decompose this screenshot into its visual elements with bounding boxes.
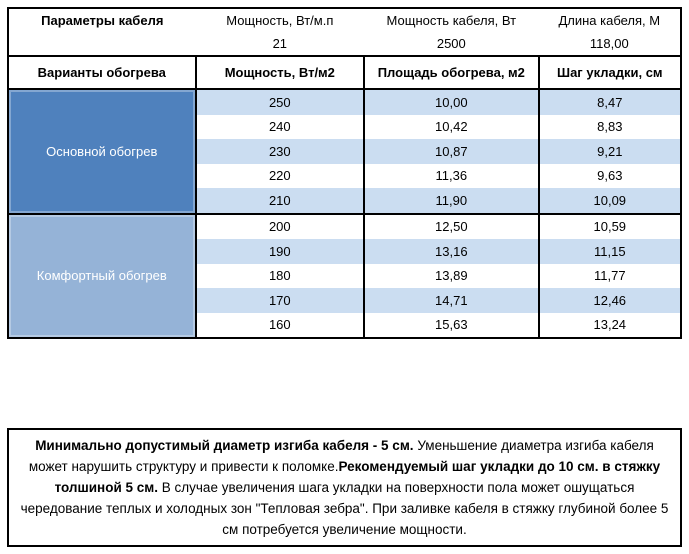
table-row: Комфортный обогрев 200 12,50 10,59 bbox=[7, 212, 683, 338]
table-row: 230 10,87 9,21 bbox=[8, 139, 683, 164]
data-cell: 9,63 bbox=[537, 163, 683, 188]
heating-header-cell: Площадь обогрева, м2 bbox=[363, 55, 540, 90]
data-cell: 190 bbox=[194, 239, 366, 264]
params-header-row: Параметры кабеля Мощность, Вт/м.п Мощнос… bbox=[8, 8, 681, 32]
data-cell: 210 bbox=[194, 188, 366, 214]
data-cell: 9,21 bbox=[537, 139, 683, 164]
data-cell: 13,89 bbox=[363, 263, 540, 288]
data-cell: 250 bbox=[194, 89, 366, 115]
heating-header-cell: Варианты обогрева bbox=[7, 55, 197, 90]
params-header-cell: Мощность кабеля, Вт bbox=[386, 13, 517, 28]
group-label-comfort-heating: Комфортный обогрев bbox=[7, 212, 197, 338]
table-row: 160 15,63 13,24 bbox=[8, 312, 683, 338]
cable-table: Параметры кабеля Мощность, Вт/м.п Мощнос… bbox=[7, 7, 683, 339]
data-cell: 240 bbox=[194, 114, 366, 139]
note-segment: Рекомендуемый шаг укладки до 10 см. в ст… bbox=[54, 459, 661, 495]
params-value-cell: 118,00 bbox=[589, 36, 629, 51]
data-cell: 10,42 bbox=[363, 114, 540, 139]
data-cell: 11,90 bbox=[363, 188, 540, 214]
data-cell: 13,16 bbox=[363, 239, 540, 264]
data-cell: 230 bbox=[194, 139, 366, 164]
note-box: Минимально допустимый диаметр изгиба каб… bbox=[7, 428, 682, 547]
note-segment: В случае увеличения шага укладки на пове… bbox=[20, 480, 669, 537]
group-label-main-heating: Основной обогрев bbox=[7, 89, 197, 214]
data-cell: 8,47 bbox=[537, 89, 683, 115]
params-value-row: 21 2500 118,00 bbox=[8, 32, 681, 56]
data-cell: 8,83 bbox=[537, 114, 683, 139]
heating-header-cell: Шаг укладки, см bbox=[537, 55, 683, 90]
data-cell: 170 bbox=[194, 288, 366, 313]
data-cell: 11,15 bbox=[537, 239, 683, 264]
params-value-cell: 2500 bbox=[436, 36, 466, 51]
params-value-cell: 21 bbox=[272, 36, 288, 51]
table-row: 210 11,90 10,09 bbox=[8, 188, 683, 214]
data-cell: 200 bbox=[194, 212, 366, 239]
data-cell: 11,36 bbox=[363, 163, 540, 188]
data-cell: 13,24 bbox=[537, 312, 683, 338]
data-cell: 14,71 bbox=[363, 288, 540, 313]
table-row: 190 13,16 11,15 bbox=[8, 239, 683, 264]
data-cell: 15,63 bbox=[363, 312, 540, 338]
table-row: 240 10,42 8,83 bbox=[8, 114, 683, 139]
data-cell: 10,00 bbox=[363, 89, 540, 115]
data-cell: 12,50 bbox=[363, 212, 540, 239]
params-header-cell: Длина кабеля, М bbox=[558, 13, 661, 28]
note-segment: Уменьшение диаметра изгиба кабеля может … bbox=[28, 438, 654, 474]
heating-header-cell: Мощность, Вт/м2 bbox=[194, 55, 366, 90]
heating-header-row: Варианты обогрева Мощность, Вт/м2 Площад… bbox=[7, 55, 683, 90]
table-row: 180 13,89 11,77 bbox=[8, 263, 683, 288]
table-row: 170 14,71 12,46 bbox=[8, 288, 683, 313]
params-header-cell: Мощность, Вт/м.п bbox=[226, 13, 334, 28]
data-cell: 10,59 bbox=[537, 212, 683, 239]
params-value-cell bbox=[8, 32, 196, 56]
data-cell: 10,09 bbox=[537, 188, 683, 214]
data-cell: 220 bbox=[194, 163, 366, 188]
table-row: 220 11,36 9,63 bbox=[8, 163, 683, 188]
data-cell: 180 bbox=[194, 263, 366, 288]
data-cell: 160 bbox=[194, 312, 366, 338]
data-cell: 12,46 bbox=[537, 288, 683, 313]
note-segment: Минимально допустимый диаметр изгиба каб… bbox=[35, 438, 414, 453]
table-row: Основной обогрев 250 10,00 8,47 bbox=[7, 89, 683, 214]
data-cell: 11,77 bbox=[537, 263, 683, 288]
params-title-cell: Параметры кабеля bbox=[41, 13, 164, 28]
data-cell: 10,87 bbox=[363, 139, 540, 164]
